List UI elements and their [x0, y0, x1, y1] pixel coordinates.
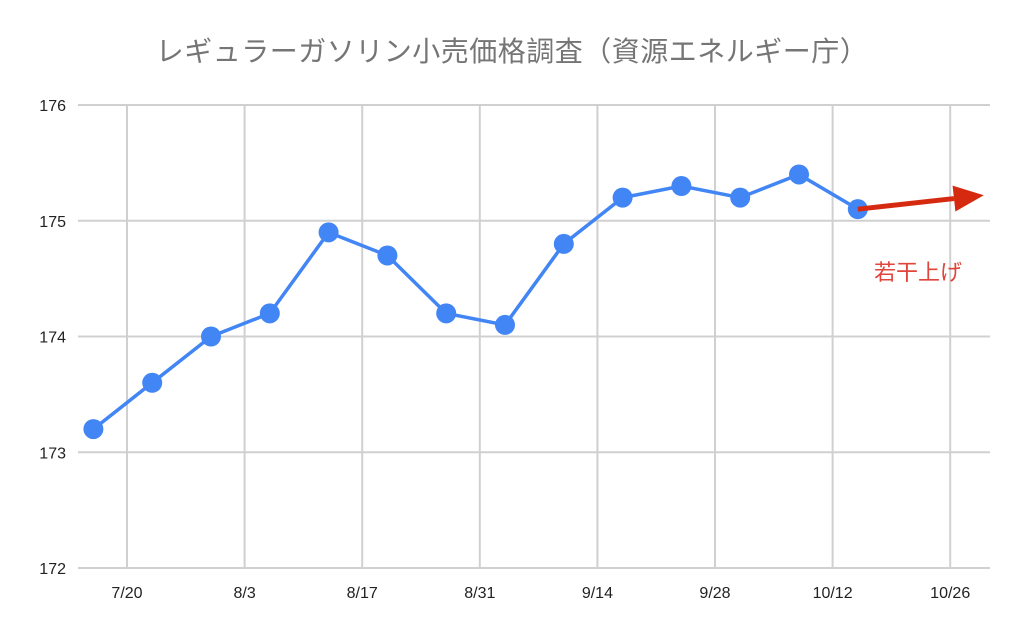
x-tick-label: 8/3: [233, 585, 255, 602]
data-point: [436, 303, 457, 324]
x-tick-label: 9/28: [699, 585, 730, 602]
data-point: [201, 326, 221, 347]
x-tick-label: 8/17: [347, 585, 378, 602]
data-point: [259, 303, 280, 324]
trend-arrow-head: [952, 185, 984, 212]
data-point: [495, 314, 515, 335]
x-tick-label: 7/20: [111, 585, 142, 602]
series-line: [92, 172, 859, 431]
data-point: [671, 176, 692, 197]
trend-arrow-shaft: [857, 196, 955, 212]
y-tick-label: 175: [39, 214, 66, 231]
data-point: [789, 164, 809, 185]
x-tick-label: 10/26: [930, 585, 970, 602]
x-tick-label: 8/31: [464, 585, 495, 602]
data-point: [612, 187, 633, 208]
data-point: [377, 245, 398, 266]
data-point: [553, 233, 574, 254]
x-tick-label: 9/14: [582, 585, 613, 602]
y-tick-label: 174: [39, 330, 66, 347]
data-point: [83, 419, 104, 440]
y-tick-label: 172: [39, 561, 66, 578]
data-point: [318, 222, 339, 243]
data-point: [730, 187, 751, 208]
y-tick-label: 173: [39, 445, 66, 462]
y-tick-label: 176: [39, 98, 66, 115]
x-tick-label: 10/12: [813, 585, 853, 602]
chart-title: レギュラーガソリン小売価格調査（資源エネルギー庁）: [155, 35, 869, 68]
data-point: [142, 372, 163, 393]
annotation-label: 若干上げ: [874, 261, 962, 286]
